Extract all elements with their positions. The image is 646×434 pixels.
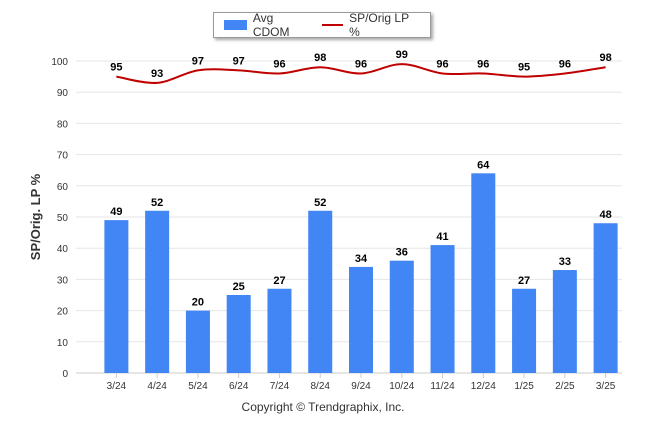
bar-value-label: 52 <box>314 197 326 209</box>
x-tick-label: 11/24 <box>430 381 455 392</box>
bar-value-label: 27 <box>273 275 285 287</box>
y-tick-label: 100 <box>51 57 68 68</box>
bar-value-label: 52 <box>151 197 163 209</box>
legend-item-lp: SP/Orig LP % <box>321 11 414 39</box>
x-tick-label: 5/24 <box>188 381 208 392</box>
bar-cdom <box>552 270 577 373</box>
x-tick-label: 3/25 <box>596 381 616 392</box>
legend-item-cdom: Avg CDOM <box>224 11 306 39</box>
line-value-label: 99 <box>396 49 408 61</box>
y-axis-title: SP/Orig. LP % <box>28 173 43 260</box>
x-tick-label: 4/24 <box>147 381 167 392</box>
legend-label-cdom: Avg CDOM <box>252 11 290 39</box>
bar-value-label: 25 <box>233 281 245 293</box>
bar-value-label: 20 <box>192 297 204 309</box>
bar-cdom <box>471 173 496 373</box>
legend-label-lp: SP/Orig LP % <box>349 11 409 39</box>
x-tick-label: 12/24 <box>471 381 496 392</box>
line-value-label: 93 <box>151 68 163 80</box>
line-value-label: 96 <box>436 58 448 70</box>
x-tick-label: 7/24 <box>270 381 290 392</box>
x-tick-label: 8/24 <box>310 381 330 392</box>
bar-cdom <box>226 295 251 373</box>
line-value-label: 98 <box>599 52 611 64</box>
bar-cdom <box>389 260 414 373</box>
x-tick-label: 2/25 <box>555 381 575 392</box>
bar-cdom <box>267 288 292 373</box>
bar-value-label: 36 <box>396 247 408 259</box>
y-tick-label: 90 <box>57 88 69 99</box>
bar-cdom <box>593 223 618 373</box>
line-value-label: 96 <box>559 58 571 70</box>
line-value-label: 95 <box>518 62 530 74</box>
bar-value-label: 34 <box>355 253 368 265</box>
legend-swatch-line <box>321 24 344 26</box>
x-tick-label: 3/24 <box>107 381 127 392</box>
y-tick-label: 80 <box>57 119 69 130</box>
y-tick-label: 10 <box>57 338 69 349</box>
bar-value-label: 33 <box>559 256 571 268</box>
x-tick-label: 1/25 <box>514 381 534 392</box>
bar-cdom <box>104 220 129 373</box>
y-tick-label: 70 <box>57 151 69 162</box>
y-tick-label: 0 <box>62 369 68 380</box>
chart-legend: Avg CDOM SP/Orig LP % <box>213 11 431 39</box>
copyright-text: Copyright © Trendgraphix, Inc. <box>241 400 405 414</box>
line-value-label: 97 <box>233 55 245 67</box>
x-tick-label: 10/24 <box>389 381 414 392</box>
line-value-label: 96 <box>355 58 367 70</box>
y-tick-label: 20 <box>57 307 69 318</box>
legend-swatch-bar <box>224 20 247 30</box>
bar-value-label: 41 <box>436 231 448 243</box>
bar-cdom <box>349 266 373 373</box>
y-tick-label: 30 <box>57 275 69 286</box>
line-value-label: 97 <box>192 55 204 67</box>
line-value-label: 98 <box>314 52 326 64</box>
line-value-label: 95 <box>110 62 122 74</box>
bar-cdom <box>145 210 170 373</box>
line-sp-orig-lp <box>116 63 606 84</box>
bar-value-label: 64 <box>477 159 490 171</box>
bar-cdom <box>512 288 537 373</box>
y-tick-label: 40 <box>57 244 69 255</box>
bar-value-label: 49 <box>110 206 122 218</box>
x-tick-label: 9/24 <box>351 381 371 392</box>
line-value-label: 96 <box>477 58 489 70</box>
x-tick-label: 6/24 <box>229 381 249 392</box>
bar-value-label: 48 <box>599 209 611 221</box>
y-tick-label: 50 <box>57 213 69 224</box>
bar-cdom <box>308 210 333 373</box>
bar-value-label: 27 <box>518 275 530 287</box>
y-tick-label: 60 <box>57 182 69 193</box>
bar-cdom <box>430 245 455 373</box>
line-value-label: 96 <box>273 58 285 70</box>
bar-cdom <box>185 310 210 373</box>
